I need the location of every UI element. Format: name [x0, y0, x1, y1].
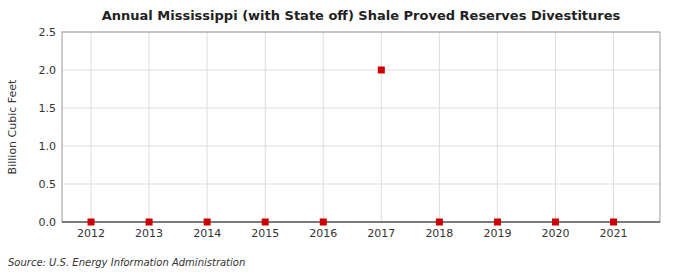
point: [552, 219, 559, 226]
x-grid-line: [149, 32, 150, 222]
grid: [62, 32, 660, 222]
y-grid-line: [62, 108, 660, 109]
title: Annual Mississippi (with State off) Shal…: [102, 8, 621, 23]
x-grid-line: [91, 32, 92, 222]
x-tick-label: 2012: [77, 227, 105, 240]
y-grid-line: [62, 146, 660, 147]
y-axis-label: Billion Cubic Feet: [6, 79, 19, 174]
y-tick-label: 0.0: [39, 216, 57, 229]
point: [494, 219, 501, 226]
source: Source: U.S. Energy Information Administ…: [8, 257, 245, 268]
point: [610, 219, 617, 226]
x-grid-line: [323, 32, 324, 222]
y-tick-label: 1.5: [39, 102, 57, 115]
x-grid-line: [555, 32, 556, 222]
y-tick-label: 2.5: [39, 26, 57, 39]
chart: 0.0 0.5 1.0 1.5 2.0 2.5 2012 2013 2014 2015 2016 20…: [0, 0, 675, 275]
x-tick-label: 2018: [425, 227, 453, 240]
y-grid-line: [62, 70, 660, 71]
y-tick-label: 0.5: [39, 178, 57, 191]
x-grid-line: [265, 32, 266, 222]
point: [146, 219, 153, 226]
points: [88, 67, 618, 226]
x-tick-label: 2013: [135, 227, 163, 240]
x-grid-line: [497, 32, 498, 222]
point: [320, 219, 327, 226]
x-grid-line: [207, 32, 208, 222]
y-tick-label: 1.0: [39, 140, 57, 153]
x-tick-label: 2021: [600, 227, 628, 240]
y-grid-line: [62, 184, 660, 185]
point: [88, 219, 95, 226]
point: [378, 67, 385, 74]
point: [436, 219, 443, 226]
x-tick-label: 2015: [251, 227, 279, 240]
x-tick-label: 2017: [367, 227, 395, 240]
x-grid-line: [381, 32, 382, 222]
x-tick-label: 2020: [541, 227, 569, 240]
point: [262, 219, 269, 226]
x-tick-label: 2016: [309, 227, 337, 240]
x-tick-label: 2019: [483, 227, 511, 240]
y-tick-label: 2.0: [39, 64, 57, 77]
point: [204, 219, 211, 226]
x-tick-label: 2014: [193, 227, 221, 240]
plot-frame: [62, 32, 660, 222]
x-grid-line: [613, 32, 614, 222]
x-grid-line: [439, 32, 440, 222]
